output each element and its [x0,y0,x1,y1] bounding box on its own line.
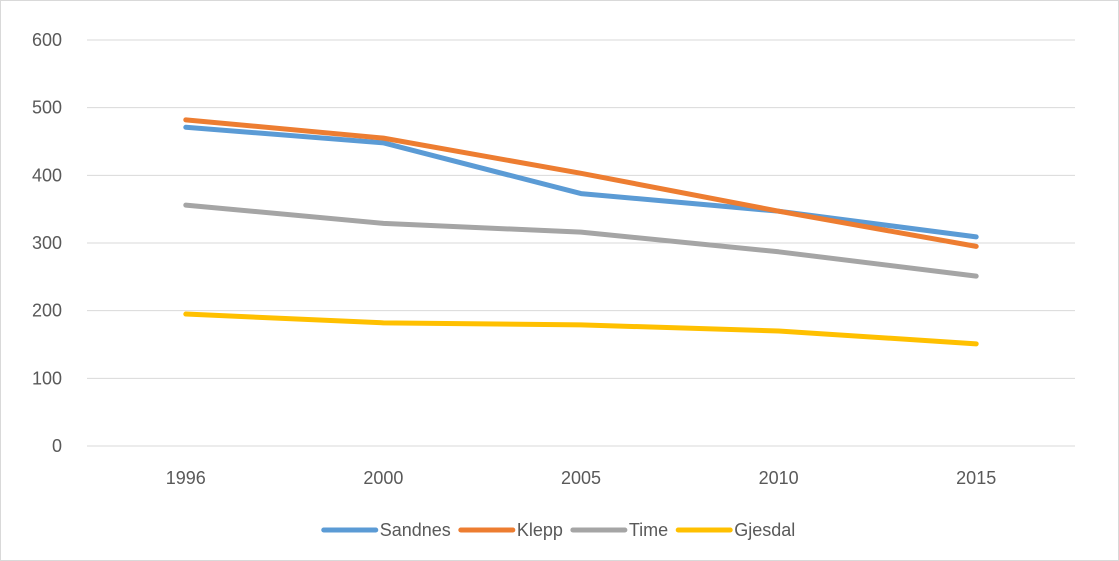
legend-item-time: Time [570,520,668,540]
x-tick-label-2015: 2015 [956,468,996,488]
legend-item-klepp: Klepp [458,520,563,540]
gridlines [87,39,1075,447]
legend-label-klepp: Klepp [517,520,563,540]
series-line-sandnes [183,124,979,240]
y-tick-label-100: 100 [32,368,62,388]
legend-label-sandnes: Sandnes [380,520,451,540]
y-tick-label-600: 600 [32,30,62,50]
y-tick-label-400: 400 [32,165,62,185]
y-tick-label-500: 500 [32,98,62,118]
y-tick-label-300: 300 [32,233,62,253]
x-tick-label-1996: 1996 [166,468,206,488]
series-line-time [183,202,979,279]
x-tick-label-2005: 2005 [561,468,601,488]
y-tick-label-0: 0 [52,436,62,456]
x-axis-tick-labels: 1996 2000 2005 2010 2015 [166,468,996,488]
y-axis-tick-labels: 0 100 200 300 400 500 600 [32,30,62,456]
y-tick-label-200: 200 [32,301,62,321]
legend-label-gjesdal: Gjesdal [734,520,795,540]
x-tick-label-2000: 2000 [363,468,403,488]
legend-item-gjesdal: Gjesdal [675,520,795,540]
legend-label-time: Time [629,520,668,540]
series-line-gjesdal [183,311,979,347]
legend: Sandnes Klepp Time Gjesdal [321,520,795,540]
series-line-klepp [183,117,979,249]
x-tick-label-2010: 2010 [759,468,799,488]
series-lines [183,117,979,347]
legend-item-sandnes: Sandnes [321,520,451,540]
